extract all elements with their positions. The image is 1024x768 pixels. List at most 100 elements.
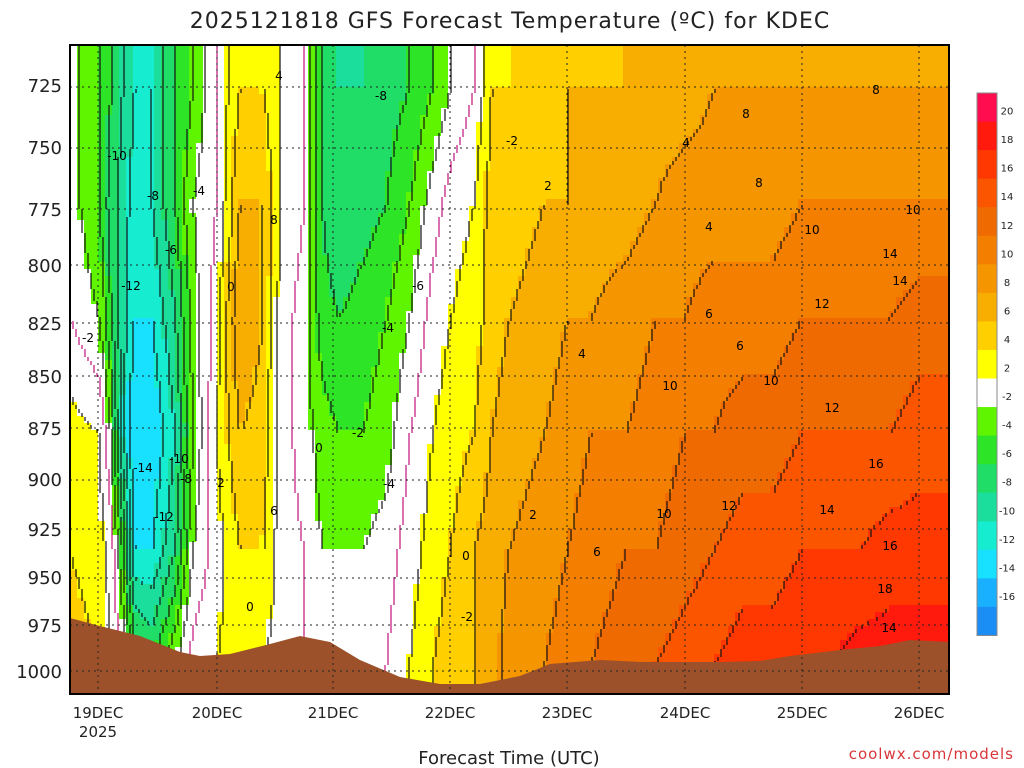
temperature-cell: [119, 66, 127, 74]
temperature-cell: [707, 185, 715, 193]
temperature-cell: [175, 178, 183, 186]
temperature-cell: [609, 150, 617, 158]
temperature-cell: [427, 94, 435, 102]
temperature-cell: [294, 178, 302, 186]
temperature-cell: [119, 227, 127, 235]
temperature-cell: [896, 66, 904, 74]
temperature-cell: [217, 248, 225, 256]
temperature-cell: [455, 94, 463, 102]
temperature-cell: [651, 143, 659, 151]
temperature-cell: [686, 199, 694, 207]
temperature-cell: [119, 192, 127, 200]
temperature-cell: [637, 311, 645, 319]
temperature-cell: [224, 255, 232, 263]
temperature-cell: [917, 143, 925, 151]
temperature-cell: [175, 108, 183, 116]
temperature-cell: [945, 94, 949, 102]
temperature-cell: [763, 276, 771, 284]
temperature-cell: [427, 115, 435, 123]
temperature-cell: [301, 255, 309, 263]
temperature-cell: [532, 255, 540, 263]
temperature-cell: [812, 101, 820, 109]
temperature-cell: [931, 164, 939, 172]
temperature-cell: [385, 241, 393, 249]
temperature-cell: [924, 150, 932, 158]
temperature-cell: [749, 122, 757, 130]
temperature-cell: [245, 283, 253, 291]
temperature-cell: [651, 73, 659, 81]
temperature-cell: [679, 311, 687, 319]
temperature-cell: [833, 283, 841, 291]
temperature-cell: [854, 59, 862, 67]
temperature-cell: [371, 164, 379, 172]
temperature-cell: [441, 171, 449, 179]
temperature-cell: [371, 304, 379, 312]
temperature-cell: [623, 283, 631, 291]
temperature-cell: [826, 80, 834, 88]
temperature-cell: [511, 80, 519, 88]
temperature-cell: [651, 164, 659, 172]
temperature-cell: [112, 276, 120, 284]
temperature-cell: [532, 94, 540, 102]
temperature-cell: [175, 283, 183, 291]
temperature-cell: [917, 122, 925, 130]
temperature-cell: [616, 108, 624, 116]
temperature-cell: [665, 262, 673, 270]
temperature-cell: [287, 269, 295, 277]
temperature-cell: [462, 297, 470, 305]
temperature-cell: [777, 94, 785, 102]
temperature-cell: [539, 276, 547, 284]
temperature-cell: [420, 157, 428, 165]
temperature-cell: [343, 80, 351, 88]
temperature-cell: [595, 192, 603, 200]
temperature-cell: [756, 129, 764, 137]
temperature-cell: [378, 94, 386, 102]
temperature-cell: [840, 73, 848, 81]
temperature-cell: [623, 143, 631, 151]
temperature-cell: [238, 290, 246, 298]
temperature-cell: [833, 150, 841, 158]
temperature-cell: [798, 45, 806, 53]
temperature-cell: [406, 255, 414, 263]
temperature-cell: [504, 87, 512, 95]
temperature-cell: [511, 143, 519, 151]
temperature-cell: [343, 227, 351, 235]
temperature-cell: [392, 192, 400, 200]
temperature-cell: [455, 143, 463, 151]
temperature-cell: [441, 213, 449, 221]
temperature-cell: [707, 213, 715, 221]
temperature-cell: [441, 290, 449, 298]
temperature-cell: [175, 276, 183, 284]
temperature-cell: [567, 129, 575, 137]
temperature-cell: [70, 171, 78, 179]
temperature-cell: [616, 80, 624, 88]
temperature-cell: [343, 206, 351, 214]
temperature-cell: [805, 157, 813, 165]
temperature-cell: [308, 122, 316, 130]
temperature-cell: [889, 94, 897, 102]
temperature-cell: [819, 66, 827, 74]
temperature-cell: [728, 304, 736, 312]
temperature-cell: [819, 87, 827, 95]
temperature-cell: [280, 185, 288, 193]
temperature-cell: [154, 122, 162, 130]
temperature-cell: [749, 80, 757, 88]
temperature-cell: [581, 66, 589, 74]
temperature-cell: [812, 45, 820, 53]
temperature-cell: [581, 80, 589, 88]
temperature-cell: [721, 164, 729, 172]
temperature-cell: [413, 143, 421, 151]
temperature-cell: [714, 171, 722, 179]
temperature-cell: [504, 227, 512, 235]
temperature-cell: [189, 101, 197, 109]
temperature-cell: [294, 80, 302, 88]
temperature-cell: [658, 108, 666, 116]
temperature-cell: [756, 66, 764, 74]
temperature-cell: [224, 262, 232, 270]
temperature-cell: [504, 262, 512, 270]
temperature-cell: [903, 199, 911, 207]
temperature-cell: [560, 248, 568, 256]
temperature-cell: [301, 283, 309, 291]
temperature-cell: [784, 108, 792, 116]
temperature-cell: [546, 164, 554, 172]
